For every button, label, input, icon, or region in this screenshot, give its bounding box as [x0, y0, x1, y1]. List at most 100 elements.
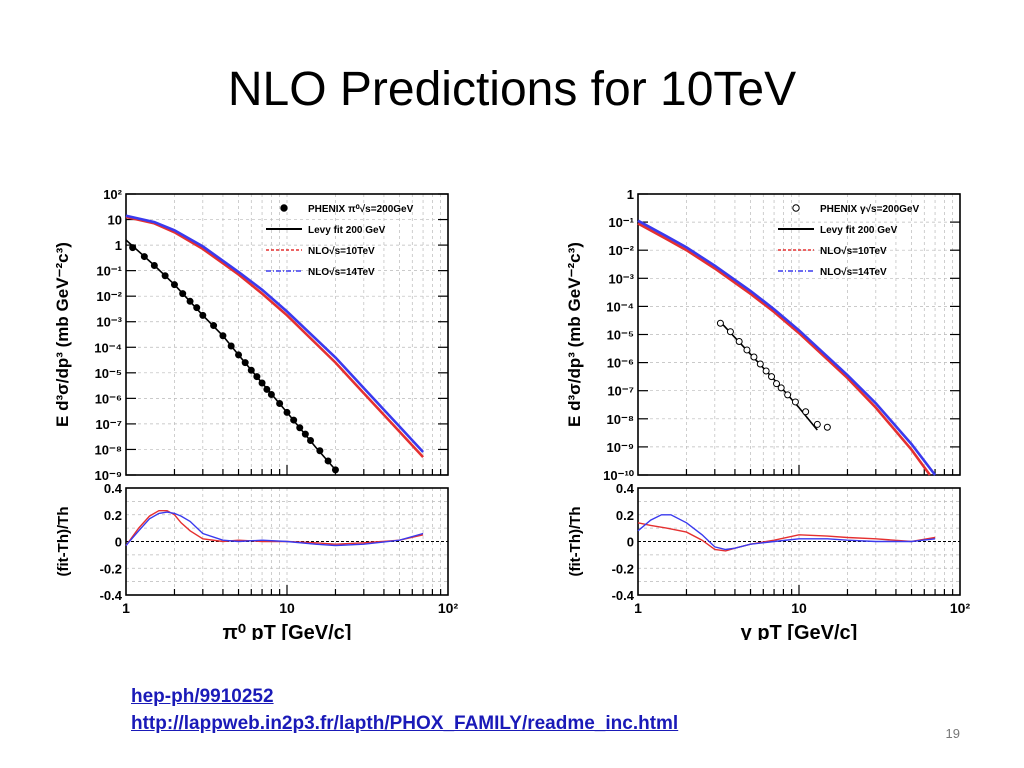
legend-label: NLO√s=14TeV	[308, 267, 375, 278]
y-tick-label: 10⁻¹	[608, 215, 634, 230]
ratio-10tev-curve	[637, 522, 936, 552]
photon-spectrum-plot: 1 10⁻¹ 10⁻² 10⁻³ 10⁻⁴ 10⁻⁵ 10⁻⁶ 10⁻⁷ 10⁻⁸ 10⁻⁹ 10⁻…	[560, 180, 990, 640]
nlo-14tev-curve	[125, 214, 425, 453]
legend-label: PHENIX γ√s=200GeV	[820, 204, 919, 215]
data-point	[301, 430, 309, 438]
y-tick-label: 10⁻⁴	[606, 299, 634, 314]
legend-label: NLO√s=10TeV	[308, 246, 375, 257]
data-point	[140, 253, 148, 261]
ratio-axis-title: (fit-Th)/Th	[567, 507, 584, 577]
data-point	[283, 408, 291, 416]
data-point	[823, 423, 831, 431]
reference-link-phox-family[interactable]: http://lappweb.in2p3.fr/lapth/PHOX_FAMIL…	[131, 713, 679, 734]
legend-label: Levy fit 200 GeV	[308, 225, 386, 236]
x-tick-label: 1	[634, 600, 642, 616]
y-tick-label: 10⁻⁶	[607, 356, 634, 371]
ratio-14tev-curve	[125, 511, 424, 547]
data-point	[773, 380, 781, 388]
data-point	[726, 328, 734, 336]
data-point	[129, 244, 137, 252]
data-point	[186, 297, 194, 305]
y-tick-label: 10⁻¹⁰	[603, 468, 635, 483]
x-axis-title: γ pT [GeV/c]	[741, 622, 858, 640]
data-point	[768, 373, 776, 381]
data-point	[324, 457, 332, 465]
data-point	[267, 391, 275, 399]
data-point	[150, 262, 158, 270]
data-point	[161, 272, 169, 280]
y-tick-label: 1	[115, 238, 122, 253]
data-point	[331, 466, 339, 474]
y-tick-label: 10⁻⁶	[95, 391, 122, 406]
y-tick-label: 10⁻⁸	[607, 412, 634, 427]
ratio-tick-label: 0.4	[616, 481, 635, 496]
legend-marker	[280, 204, 288, 212]
data-point	[241, 359, 249, 367]
ratio-tick-label: 0.2	[104, 508, 122, 523]
y-tick-label: 10⁻⁷	[95, 417, 122, 432]
ratio-tick-label: -0.4	[612, 588, 635, 603]
y-tick-label: 10⁻⁹	[95, 468, 123, 483]
y-axis-title: E d³σ/dp³ (mb GeV⁻²c³)	[565, 242, 584, 427]
data-point	[227, 342, 235, 350]
y-axis-title: E d³σ/dp³ (mb GeV⁻²c³)	[53, 242, 72, 427]
data-point	[258, 379, 266, 387]
data-point	[791, 398, 799, 406]
ratio-tick-label: 0	[627, 535, 634, 550]
data-point	[179, 290, 187, 298]
data-point	[750, 353, 758, 361]
data-point	[210, 322, 218, 330]
ratio-10tev-curve	[125, 510, 424, 546]
data-point	[813, 420, 821, 428]
ratio-tick-label: 0.2	[616, 508, 634, 523]
y-tick-label: 1	[627, 187, 634, 202]
pi0-spectrum-chart: 10²10110⁻¹10⁻²10⁻³10⁻⁴10⁻⁵10⁻⁶10⁻⁷10⁻⁸10…	[53, 187, 459, 640]
y-tick-label: 10⁻⁸	[95, 442, 122, 457]
data-point	[307, 437, 315, 445]
legend-marker	[792, 204, 800, 212]
data-point	[784, 391, 792, 399]
data-point	[235, 351, 243, 359]
ratio-tick-label: -0.4	[100, 588, 123, 603]
data-point	[735, 338, 743, 346]
data-point	[762, 367, 770, 375]
x-tick-label: 1	[122, 600, 130, 616]
page-number: 19	[945, 726, 960, 741]
reference-links: hep-ph/9910252 http://lappweb.in2p3.fr/l…	[131, 683, 678, 737]
ratio-axis-title: (fit-Th)/Th	[55, 507, 72, 577]
legend-label: Levy fit 200 GeV	[820, 225, 898, 236]
legend-label: NLO√s=14TeV	[820, 267, 887, 278]
y-tick-label: 10⁻³	[608, 271, 634, 286]
nlo-10tev-curve	[125, 215, 425, 458]
pi0-spectrum-plot: 10² 10 1 10⁻¹ 10⁻² 10⁻³ 10⁻⁴ 10⁻⁵ 10⁻⁶ 10⁻⁷ 10⁻⁸ 10…	[48, 180, 478, 640]
data-point	[777, 384, 785, 392]
data-point	[296, 424, 304, 432]
nlo-10tev-curve	[637, 222, 931, 476]
data-point	[276, 399, 284, 407]
y-tick-label: 10⁻³	[96, 315, 122, 330]
data-point	[316, 447, 324, 455]
data-point	[170, 281, 178, 289]
nlo-14tev-curve	[637, 219, 937, 476]
data-point	[263, 385, 271, 393]
y-tick-label: 10⁻¹	[96, 264, 122, 279]
data-point	[756, 360, 764, 368]
data-point	[290, 416, 298, 424]
y-tick-label: 10⁻⁴	[94, 340, 122, 355]
ratio-tick-label: 0	[115, 535, 122, 550]
data-point	[247, 366, 255, 374]
reference-link-hep-ph[interactable]: hep-ph/9910252	[131, 686, 274, 707]
ratio-tick-label: -0.2	[100, 561, 122, 576]
ratio-14tev-curve	[637, 514, 936, 551]
x-tick-label: 10²	[438, 600, 459, 616]
y-tick-label: 10²	[103, 187, 122, 202]
data-point	[802, 408, 810, 416]
x-tick-label: 10	[279, 600, 295, 616]
data-point	[716, 319, 724, 327]
data-point	[199, 311, 207, 319]
y-tick-label: 10⁻²	[96, 289, 122, 304]
data-point	[193, 304, 201, 312]
legend-label: PHENIX π⁰√s=200GeV	[308, 204, 414, 215]
y-tick-label: 10⁻⁵	[607, 328, 634, 343]
x-tick-label: 10	[791, 600, 807, 616]
